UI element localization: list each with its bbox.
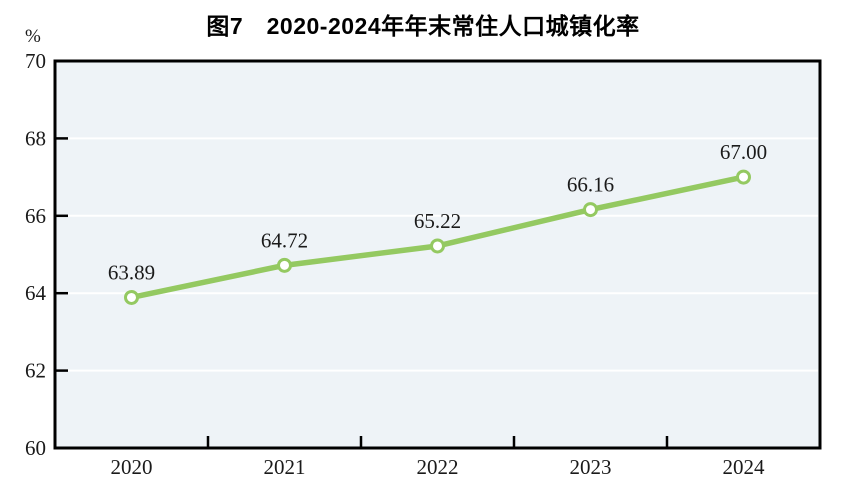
x-tick-label: 2023 xyxy=(570,455,612,479)
y-tick-label: 60 xyxy=(25,436,46,460)
data-point-marker xyxy=(736,169,751,185)
plot-area-background xyxy=(55,61,820,448)
x-tick-label: 2022 xyxy=(417,455,459,479)
data-point-label: 66.16 xyxy=(567,173,614,197)
data-point-label: 65.22 xyxy=(414,209,461,233)
chart-title: 图7 2020-2024年年末常住人口城镇化率 xyxy=(206,13,640,39)
y-tick-label: 64 xyxy=(25,281,47,305)
y-tick-label: 62 xyxy=(25,359,46,383)
data-point-label: 67.00 xyxy=(720,140,767,164)
y-tick-label: 70 xyxy=(25,49,46,73)
y-tick-label: 66 xyxy=(25,204,46,228)
x-tick-label: 2024 xyxy=(723,455,766,479)
data-point-marker xyxy=(277,257,292,273)
data-point-label: 63.89 xyxy=(108,260,155,284)
data-point-label: 64.72 xyxy=(261,228,308,252)
plot-border xyxy=(53,59,822,450)
data-point-marker xyxy=(430,238,445,254)
data-point-marker xyxy=(124,289,139,305)
x-tick-label: 2020 xyxy=(111,455,153,479)
data-point-marker xyxy=(583,202,598,218)
x-tick-label: 2021 xyxy=(264,455,306,479)
y-axis-unit-label: % xyxy=(25,26,41,47)
y-tick-label: 68 xyxy=(25,126,46,150)
